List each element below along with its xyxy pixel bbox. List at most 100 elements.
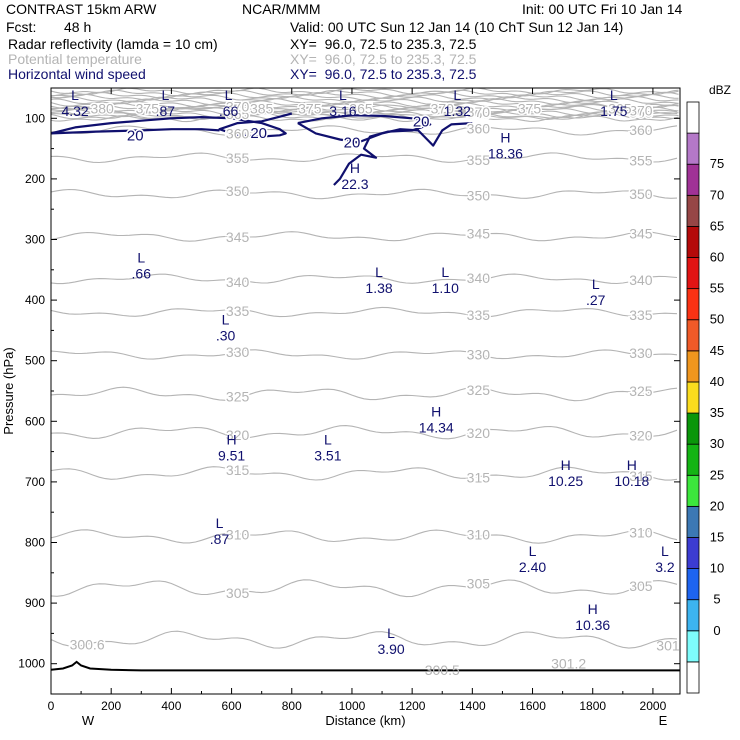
wind-speed-20-contour xyxy=(297,122,473,147)
isentrope-line-upper xyxy=(51,88,679,95)
y-tick-label: 500 xyxy=(25,354,45,368)
colorbar-swatch xyxy=(686,288,700,321)
wind-extremum-value: 3.90 xyxy=(377,641,404,657)
wind-extremum-symbol: L xyxy=(161,87,169,103)
wind-extremum-value: 10.18 xyxy=(614,473,649,489)
wind-extrema-labels: L4.32L.87L.66L3.16L1.32L1.75H18.36H22.3L… xyxy=(61,87,674,657)
x-tick-label: 1000 xyxy=(339,699,366,713)
y-axis-label: Pressure (hPa) xyxy=(1,347,16,434)
y-tick-label: 700 xyxy=(25,475,45,489)
isentrope-label: 325 xyxy=(629,383,653,399)
isentrope-top-label: 365 xyxy=(608,100,632,116)
isentrope-label: 355 xyxy=(226,150,250,166)
colorbar-level-label: 40 xyxy=(710,374,724,389)
x-tick-label: 1800 xyxy=(579,699,606,713)
header-org: NCAR/MMM xyxy=(242,1,321,17)
colorbar-swatch xyxy=(686,101,700,134)
wind-extremum-value: 3.2 xyxy=(655,559,675,575)
isentrope-line xyxy=(51,349,678,360)
wind-extremum-value: .87 xyxy=(210,531,230,547)
isentrope-line xyxy=(51,529,678,544)
colorbar-swatch xyxy=(686,132,700,165)
wind-extremum-value: 3.16 xyxy=(329,103,356,119)
colorbar-level-label: 60 xyxy=(710,250,724,265)
wind-extremum-symbol: H xyxy=(561,457,571,473)
isentrope-line-upper xyxy=(51,89,679,97)
terrain-profile xyxy=(51,660,680,672)
colorbar-level-label: 10 xyxy=(710,561,724,576)
y-tick-label: 300 xyxy=(25,233,45,247)
wind-extremum-value: 18.36 xyxy=(488,146,523,162)
isentrope-label: 360 xyxy=(226,125,250,141)
isentrope-label: 310 xyxy=(226,526,250,542)
isentrope-top-label: 375 xyxy=(518,100,542,116)
isentrope-label: 325 xyxy=(467,382,491,398)
wind-speed-contours xyxy=(51,112,473,186)
wind-extremum-value: .66 xyxy=(132,266,152,282)
colorbar-swatch xyxy=(686,381,700,414)
x-tick-label: 0 xyxy=(48,699,55,713)
wind-extremum-value: .87 xyxy=(156,103,176,119)
isentrope-top-label: 385 xyxy=(250,100,274,116)
isentrope-top-label: 375 xyxy=(136,100,160,116)
colorbar-swatch xyxy=(686,350,700,383)
colorbar-swatch xyxy=(686,505,700,538)
isentrope-label: 340 xyxy=(226,274,250,290)
wind-extremum-symbol: L xyxy=(225,87,233,103)
isentrope-line-upper xyxy=(51,98,679,106)
x-tick-label: 800 xyxy=(282,699,302,713)
wind-extremum-value: 4.32 xyxy=(61,103,88,119)
wind-extremum-symbol: L xyxy=(441,264,449,280)
isentrope-line xyxy=(51,425,678,440)
wind-contour-label: 20 xyxy=(127,127,144,144)
wind-extremum-symbol: H xyxy=(350,160,360,176)
field-3-name: Horizontal wind speed xyxy=(8,66,146,82)
wind-extremum-symbol: L xyxy=(453,87,461,103)
wind-extremum-symbol: H xyxy=(627,457,637,473)
y-tick-label: 200 xyxy=(25,172,45,186)
wind-extremum-value: 10.25 xyxy=(548,473,583,489)
field-2-name: Potential temperature xyxy=(8,51,142,67)
isentrope-label: 340 xyxy=(629,272,653,288)
isentrope-label: 305 xyxy=(467,576,491,592)
isentrope-label: 345 xyxy=(467,226,491,242)
x-tick-label: 1400 xyxy=(459,699,486,713)
wind-extremum-symbol: H xyxy=(227,431,237,447)
colorbar-level-label: 75 xyxy=(710,156,724,171)
y-tick-label: 1000 xyxy=(18,657,45,671)
isentrope-line-upper xyxy=(51,106,679,114)
isentrope-label: 360 xyxy=(629,122,653,138)
isentrope-line-upper xyxy=(51,104,679,112)
wind-extremum-value: 9.51 xyxy=(218,447,245,463)
isentrope-line xyxy=(51,188,678,200)
isentrope-label: 320 xyxy=(629,427,653,443)
isentrope-label: 370 xyxy=(629,103,653,119)
y-tick-label: 100 xyxy=(25,111,45,125)
colorbar-swatch xyxy=(686,599,700,632)
isentrope-label: 350 xyxy=(467,188,491,204)
wind-extremum-symbol: L xyxy=(222,311,230,327)
isentrope-label: 330 xyxy=(226,344,250,360)
isentrope-label: 350 xyxy=(629,186,653,202)
wind-extremum-value: 3.51 xyxy=(314,447,341,463)
colorbar-level-label: 70 xyxy=(710,187,724,202)
east-label: E xyxy=(659,713,668,728)
isentrope-label: 320 xyxy=(467,425,491,441)
wind-extremum-symbol: H xyxy=(431,403,441,419)
isentrope-label: 315 xyxy=(629,468,653,484)
wind-extremum-value: .30 xyxy=(216,327,236,343)
isentrope-line xyxy=(51,630,678,649)
reflectivity-colorbar: 0 5 10 15 20 25 30 35 40 45 50 55 60 65 70 75 dBZ xyxy=(686,83,731,694)
x-tick-label: 600 xyxy=(222,699,242,713)
isentrope-label: 365 xyxy=(629,104,653,120)
x-tick-label: 2000 xyxy=(640,699,667,713)
wind-extremum-value: 1.75 xyxy=(600,103,627,119)
x-tick-label: 400 xyxy=(161,699,181,713)
wind-speed-20-contour xyxy=(297,114,432,186)
colorbar-level-label: 35 xyxy=(710,405,724,420)
isentrope-line-upper xyxy=(51,115,679,123)
wind-extremum-symbol: L xyxy=(375,264,383,280)
potential-temperature-contours xyxy=(51,88,679,649)
wind-extremum-symbol: H xyxy=(500,130,510,146)
colorbar-swatch xyxy=(686,257,700,290)
